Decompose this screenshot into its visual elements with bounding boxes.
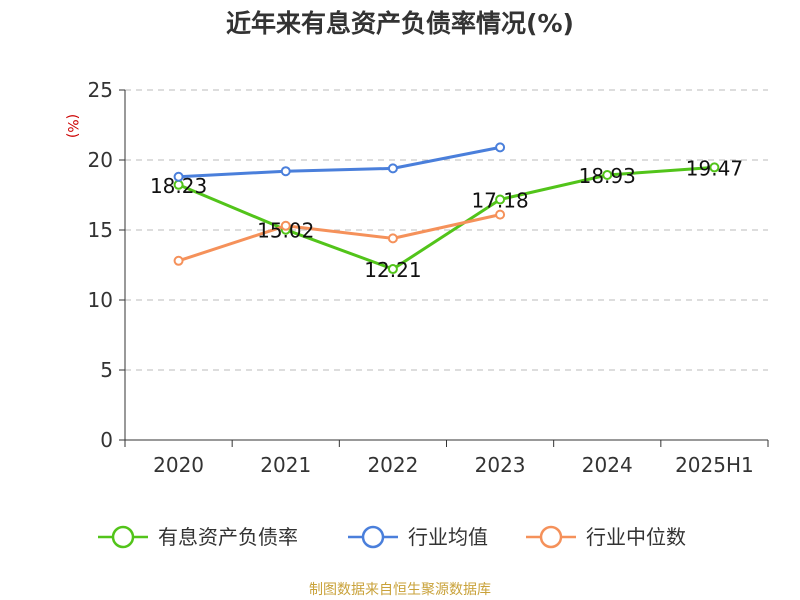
y-tick-label: 25 xyxy=(88,78,113,102)
series-point-0 xyxy=(709,162,720,173)
legend[interactable]: 有息资产负债率 行业均值 行业中位数 xyxy=(98,525,686,549)
y-tick-label: 5 xyxy=(100,358,113,382)
data-label: 12.21 xyxy=(364,258,421,282)
series-point-1 xyxy=(495,142,506,153)
series-group xyxy=(173,142,720,275)
legend-item-0[interactable]: 有息资产负债率 xyxy=(98,525,298,549)
legend-label: 有息资产负债率 xyxy=(158,525,298,549)
x-tick-label: 2023 xyxy=(475,453,526,477)
x-tick-label: 2024 xyxy=(582,453,633,477)
source-note: 制图数据来自恒生聚源数据库 xyxy=(309,582,491,598)
series-line-1 xyxy=(178,145,501,179)
y-tick-label: 10 xyxy=(88,288,113,312)
data-label: 15.02 xyxy=(257,219,314,243)
series-line-0 xyxy=(178,165,715,271)
y-tick-label: 15 xyxy=(88,218,113,242)
y-tick-label: 0 xyxy=(100,428,113,452)
series-line-2 xyxy=(178,213,501,263)
legend-marker xyxy=(361,525,385,549)
series-point-2 xyxy=(173,255,184,266)
chart-title: 近年来有息资产负债率情况(%) xyxy=(226,9,574,38)
legend-label: 行业中位数 xyxy=(586,525,686,549)
grid-lines xyxy=(125,89,768,371)
series-point-1 xyxy=(173,171,184,182)
series-point-1 xyxy=(387,163,398,174)
y-axis-unit: (%) xyxy=(64,114,80,138)
series-point-2 xyxy=(495,209,506,220)
series-point-0 xyxy=(387,264,398,275)
y-tick-label: 20 xyxy=(88,148,113,172)
data-label: 18.93 xyxy=(579,164,636,188)
x-tick-label: 2025H1 xyxy=(675,453,754,477)
legend-item-2[interactable]: 行业中位数 xyxy=(526,525,686,549)
data-label: 17.18 xyxy=(471,188,528,212)
legend-marker xyxy=(539,525,563,549)
series-point-2 xyxy=(280,220,291,231)
x-tick-label: 2022 xyxy=(367,453,418,477)
x-tick-label: 2021 xyxy=(260,453,311,477)
data-label: 18.23 xyxy=(150,174,207,198)
series-point-1 xyxy=(280,166,291,177)
data-label: 19.47 xyxy=(686,156,743,180)
series-point-0 xyxy=(602,169,613,180)
x-tick-label: 2020 xyxy=(153,453,204,477)
series-point-0 xyxy=(495,194,506,205)
axes: 0 5 10 15 20 25 2020 2021 2022 2023 2024 2025H1 xyxy=(88,78,769,477)
legend-label: 行业均值 xyxy=(408,525,488,549)
data-labels: 18.23 15.02 12.21 17.18 18.93 19.47 xyxy=(150,156,743,282)
series-point-2 xyxy=(387,233,398,244)
legend-item-1[interactable]: 行业均值 xyxy=(348,525,488,549)
legend-marker xyxy=(111,525,135,549)
